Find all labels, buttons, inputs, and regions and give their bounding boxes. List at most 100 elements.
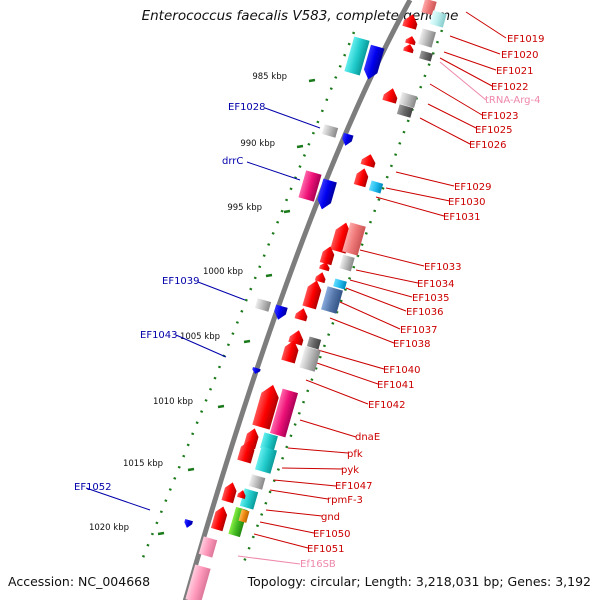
topology-summary: Topology: circular; Length: 3,218,031 bp… <box>247 574 591 589</box>
gene-dark-ef1025[interactable] <box>396 104 414 118</box>
gene-red-rpmf[interactable] <box>237 489 247 499</box>
gene-red-ef1040[interactable] <box>281 338 301 364</box>
gene-gray-ef1023[interactable] <box>398 92 418 108</box>
gene-lightcyan-ef1019[interactable] <box>429 10 447 28</box>
gene-label-ef1042[interactable]: EF1042 <box>368 400 406 411</box>
gene-gray-ef1039[interactable] <box>254 298 272 312</box>
right-leader-22 <box>281 467 343 470</box>
right-leader-18 <box>313 361 379 385</box>
gene-label-ef1031[interactable]: EF1031 <box>443 212 481 223</box>
right-leader-23 <box>273 479 337 487</box>
gene-label-pyk[interactable]: pyk <box>341 465 359 476</box>
gene-gray-ef1033[interactable] <box>339 254 355 272</box>
right-leader-27 <box>253 533 309 549</box>
gene-red-ef1023[interactable] <box>382 86 399 104</box>
gene-label-ef1041[interactable]: EF1041 <box>377 380 415 391</box>
right-leader-10 <box>375 196 445 217</box>
gene-label-ef1028[interactable]: EF1028 <box>228 102 266 113</box>
gene-label-rpmf-3[interactable]: rpmF-3 <box>327 495 363 506</box>
gene-gray-ef1028[interactable] <box>321 124 339 138</box>
gene-label-ef1025[interactable]: EF1025 <box>475 125 513 136</box>
gene-red-ef1047[interactable] <box>221 481 238 504</box>
gene-label-gnd[interactable]: gnd <box>321 512 340 523</box>
gene-pink-ef16sb[interactable] <box>198 536 218 558</box>
gene-blue-ef1028[interactable] <box>341 132 354 147</box>
gene-cyan-985[interactable] <box>344 36 370 76</box>
left-leader-1 <box>246 161 301 181</box>
gene-sky-ef1031[interactable] <box>368 180 384 194</box>
tick-mark-7 <box>157 531 165 536</box>
gene-magenta-drrc[interactable] <box>298 170 322 202</box>
gene-magenta-dnae[interactable] <box>269 388 299 438</box>
right-leader-12 <box>355 269 419 284</box>
gene-label-ef1020[interactable]: EF1020 <box>501 50 539 61</box>
gene-sky-ef1036[interactable] <box>333 278 347 290</box>
gene-red-gnd[interactable] <box>210 505 229 532</box>
gene-label-ef1047[interactable]: EF1047 <box>335 481 373 492</box>
gene-red-ef1035[interactable] <box>319 261 331 272</box>
gene-label-dnae[interactable]: dnaE <box>355 432 380 443</box>
right-leader-1 <box>449 35 501 55</box>
gene-label-ef1021[interactable]: EF1021 <box>496 66 534 77</box>
gene-red-ef1034[interactable] <box>319 245 336 266</box>
gene-label-ef1050[interactable]: EF1050 <box>313 529 351 540</box>
right-leader-11 <box>359 249 425 267</box>
gene-gray-ef1047[interactable] <box>248 474 266 490</box>
gene-red-ef1021[interactable] <box>405 35 417 46</box>
gene-salmon-ef1033[interactable] <box>342 222 366 256</box>
tick-label-2: 995 kbp <box>227 203 262 213</box>
gene-cyan-pfk[interactable] <box>260 432 278 452</box>
gene-blue-985[interactable] <box>362 44 385 82</box>
gene-red-ef1036[interactable] <box>302 279 323 310</box>
right-leader-16 <box>329 317 395 344</box>
gene-label-ef1051[interactable]: EF1051 <box>307 544 345 555</box>
gene-label-trna-arg-4[interactable]: tRNA-Arg-4 <box>485 95 540 106</box>
gene-red-ef1030[interactable] <box>353 167 370 188</box>
gene-gray-ef1020[interactable] <box>418 28 436 48</box>
gene-dark-ef1022[interactable] <box>419 50 433 62</box>
left-leader-3 <box>175 334 227 358</box>
gene-red-ef1035b[interactable] <box>314 271 327 284</box>
gene-steel-ef1037[interactable] <box>321 286 343 314</box>
gene-label-ef1036[interactable]: EF1036 <box>406 307 444 318</box>
gene-label-ef1033[interactable]: EF1033 <box>424 262 462 273</box>
gene-dark-ef1040[interactable] <box>306 336 322 350</box>
gene-label-ef1022[interactable]: EF1022 <box>491 82 529 93</box>
right-leader-13 <box>349 279 413 298</box>
gene-blue-drrc[interactable] <box>315 178 337 212</box>
gene-cyan-pyk[interactable] <box>255 446 277 474</box>
gene-label-ef1030[interactable]: EF1030 <box>448 197 486 208</box>
gene-label-ef1043[interactable]: EF1043 <box>140 330 178 341</box>
gene-label-ef16sb[interactable]: Ef16SB <box>300 559 336 570</box>
tick-mark-0 <box>308 78 316 83</box>
gene-label-pfk[interactable]: pfk <box>347 449 363 460</box>
gene-label-ef1037[interactable]: EF1037 <box>400 325 438 336</box>
gene-label-ef1034[interactable]: EF1034 <box>417 279 455 290</box>
gene-label-ef1029[interactable]: EF1029 <box>454 182 492 193</box>
gene-red-ef1020[interactable] <box>402 12 419 30</box>
gene-red-ef1022[interactable] <box>403 43 415 54</box>
right-leader-17 <box>317 349 385 370</box>
gene-orange-ef1050[interactable] <box>238 509 250 523</box>
gene-label-ef1052[interactable]: EF1052 <box>74 482 112 493</box>
gene-blue-ef1052[interactable] <box>183 519 193 529</box>
gene-red-ef1042[interactable] <box>252 382 281 430</box>
gene-salmon-ef1019[interactable] <box>421 0 437 16</box>
gene-label-ef1026[interactable]: EF1026 <box>469 140 507 151</box>
gene-pink-ef16sb-b[interactable] <box>185 564 211 600</box>
gene-red-ef1038[interactable] <box>294 307 310 322</box>
gene-red-pfk[interactable] <box>237 438 257 464</box>
gene-gray-ef1041[interactable] <box>299 346 321 372</box>
gene-label-ef1038[interactable]: EF1038 <box>393 339 431 350</box>
gene-label-ef1035[interactable]: EF1035 <box>412 293 450 304</box>
gene-label-ef1019[interactable]: EF1019 <box>507 34 545 45</box>
gene-label-drrc[interactable]: drrC <box>222 156 243 167</box>
gene-label-ef1023[interactable]: EF1023 <box>481 111 519 122</box>
gene-label-ef1039[interactable]: EF1039 <box>162 276 200 287</box>
gene-label-ef1040[interactable]: EF1040 <box>383 365 421 376</box>
gene-blue-ef1039[interactable] <box>272 304 288 322</box>
gene-blue-ef1043[interactable] <box>251 367 261 375</box>
gene-red-ef1029[interactable] <box>360 152 378 168</box>
right-leader-0 <box>465 11 507 39</box>
